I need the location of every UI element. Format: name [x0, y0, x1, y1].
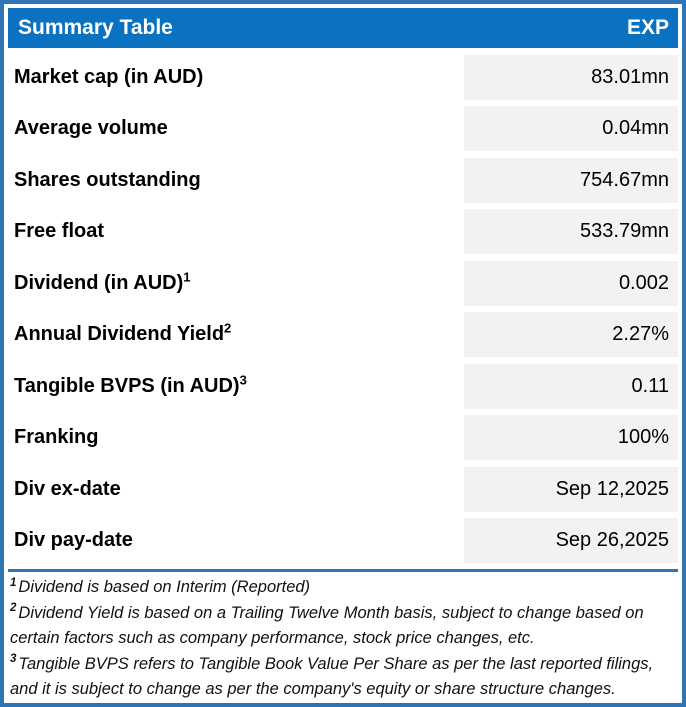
row-label-text: Annual Dividend Yield	[14, 323, 225, 345]
row-label: Franking	[8, 426, 464, 449]
row-label: Div ex-date	[8, 478, 464, 501]
table-row: Shares outstanding 754.67mn	[8, 157, 678, 203]
row-value: 100%	[464, 415, 678, 460]
row-value: Sep 26,2025	[464, 518, 678, 563]
footnote-marker: 2	[10, 602, 17, 614]
table-row: Market cap (in AUD) 83.01mn	[8, 54, 678, 100]
table-header: Summary Table EXP	[8, 8, 678, 48]
row-label-text: Market cap (in AUD)	[14, 65, 204, 88]
row-label: Div pay-date	[8, 529, 464, 552]
row-label-text: Average volume	[14, 117, 168, 139]
ticker-label: EXP	[626, 16, 669, 39]
table-row: Dividend (in AUD)1 0.002	[8, 260, 678, 306]
footnote-text: Dividend Yield is based on a Trailing Tw…	[10, 603, 644, 648]
row-value: Sep 12,2025	[464, 466, 678, 512]
row-value: 0.11	[464, 363, 678, 409]
footnote-text: Dividend is based on Interim (Reported)	[18, 578, 311, 596]
footnote-text: Tangible BVPS refers to Tangible Book Va…	[10, 654, 654, 699]
table-row: Free float 533.79mn	[8, 209, 678, 254]
row-label: Free float	[8, 220, 464, 243]
footnote: 3 Tangible BVPS refers to Tangible Book V…	[10, 652, 672, 703]
row-label-text: Free float	[14, 220, 105, 242]
table-row: Average volume 0.04mn	[8, 106, 678, 151]
row-label: Shares outstanding	[8, 169, 464, 192]
footnote-marker: 1	[10, 576, 17, 589]
row-label: Average volume	[8, 117, 464, 140]
row-label: Dividend (in AUD)1	[8, 268, 464, 295]
table-row: Div pay-date Sep 26,2025	[8, 518, 678, 563]
row-label: Market cap (in AUD)	[8, 66, 464, 89]
row-label-text: Div pay-date	[14, 529, 133, 551]
row-value: 0.04mn	[464, 106, 678, 151]
row-value: 2.27%	[464, 312, 678, 357]
row-value: 0.002	[464, 260, 678, 306]
row-label-text: Franking	[14, 426, 99, 448]
footnote-marker: 1	[183, 268, 191, 284]
row-label-text: Shares outstanding	[14, 168, 201, 191]
row-value: 83.01mn	[464, 54, 678, 100]
row-value: 754.67mn	[464, 157, 678, 203]
footnotes-section: 1 Dividend is based on Interim (Reported)…	[8, 569, 678, 703]
table-row: Annual Dividend Yield2 2.27%	[8, 312, 678, 357]
footnote: 2 Dividend Yield is based on a Trailing T…	[10, 601, 672, 652]
table-row: Div ex-date Sep 12,2025	[8, 466, 678, 512]
table-title: Summary Table	[18, 16, 173, 39]
summary-rows: Market cap (in AUD) 83.01mn Average volu…	[8, 48, 678, 563]
table-row: Tangible BVPS (in AUD)3 0.11	[8, 363, 678, 409]
footnote-marker: 3	[239, 371, 247, 387]
footnote: 1 Dividend is based on Interim (Reported)	[10, 575, 672, 601]
footnote-marker: 2	[224, 320, 232, 336]
table-row: Franking 100%	[8, 415, 678, 460]
row-label-text: Div ex-date	[14, 477, 121, 500]
row-label-text: Dividend (in AUD)	[14, 271, 184, 294]
row-label: Annual Dividend Yield2	[8, 320, 464, 346]
row-value: 533.79mn	[464, 209, 678, 254]
row-label-text: Tangible BVPS (in AUD)	[14, 374, 240, 397]
row-label: Tangible BVPS (in AUD)3	[8, 371, 464, 398]
footnote-marker: 3	[10, 653, 17, 665]
